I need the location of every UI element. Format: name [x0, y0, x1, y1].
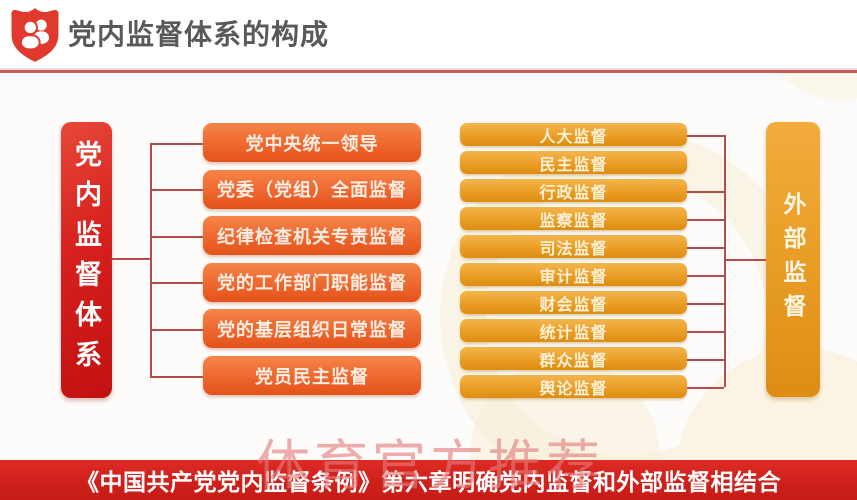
external-supervision-box-label: 财会监督 [539, 296, 608, 314]
external-supervision-box: 监察监督 [460, 207, 687, 230]
internal-supervision-box-label: 党员民主监督 [255, 366, 369, 387]
external-supervision-box: 财会监督 [460, 291, 687, 314]
internal-supervision-box-label: 党的工作部门职能监督 [217, 273, 407, 294]
connector-line [150, 328, 203, 331]
external-supervision-box: 人大监督 [460, 123, 687, 146]
external-supervision-box-label: 行政监督 [539, 184, 608, 202]
internal-supervision-pillar: 党内监督体系 [61, 122, 112, 398]
connector-line [687, 190, 724, 193]
external-supervision-box-label: 民主监督 [539, 156, 608, 174]
connector-line [724, 259, 766, 261]
connector-line [687, 134, 724, 137]
shield-people-icon [11, 7, 59, 62]
external-supervision-box-label: 舆论监督 [539, 380, 608, 398]
connector-line [687, 302, 724, 305]
external-supervision-box: 民主监督 [460, 151, 687, 174]
internal-supervision-box-label: 纪律检查机关专责监督 [217, 226, 407, 247]
external-supervision-box: 行政监督 [460, 179, 687, 202]
external-supervision-pillar: 外部监督 [766, 122, 820, 397]
connector-line [150, 142, 203, 145]
external-supervision-box-label: 监察监督 [539, 212, 608, 230]
connector-line [687, 274, 724, 277]
connector-line [150, 282, 203, 285]
footer-banner-text: 《中国共产党党内监督条例》第六章明确党内监督和外部监督相结合 [76, 469, 781, 495]
connector-line [150, 375, 203, 378]
internal-supervision-box: 党的工作部门职能监督 [203, 262, 421, 302]
header-divider [0, 70, 857, 73]
page-title: 党内监督体系的构成 [68, 19, 330, 50]
connector-line [150, 142, 152, 376]
internal-supervision-box-label: 党委（党组）全面监督 [217, 180, 407, 201]
connector-line [111, 258, 150, 260]
connector-line [150, 189, 203, 192]
internal-supervision-pillar-label: 党内监督体系 [71, 140, 101, 380]
connector-line [687, 246, 724, 249]
connector-line [687, 218, 724, 221]
external-supervision-box: 司法监督 [460, 235, 687, 258]
footer-banner: 《中国共产党党内监督条例》第六章明确党内监督和外部监督相结合 [0, 460, 857, 500]
internal-supervision-box: 党的基层组织日常监督 [203, 309, 421, 349]
connector-line [687, 386, 724, 389]
internal-supervision-box: 党中央统一领导 [203, 123, 421, 162]
external-supervision-box: 舆论监督 [460, 375, 687, 398]
external-supervision-box-label: 司法监督 [539, 240, 608, 258]
internal-supervision-box: 党员民主监督 [203, 356, 421, 395]
connector-line [687, 358, 724, 361]
internal-supervision-box: 纪律检查机关专责监督 [203, 216, 421, 256]
header: 党内监督体系的构成 [0, 0, 857, 70]
external-supervision-box: 审计监督 [460, 263, 687, 286]
internal-supervision-box-label: 党的基层组织日常监督 [217, 319, 407, 340]
external-supervision-box-label: 群众监督 [539, 352, 608, 370]
connector-line [687, 330, 724, 333]
external-supervision-box-label: 审计监督 [539, 268, 608, 286]
connector-line [150, 235, 203, 238]
internal-supervision-box: 党委（党组）全面监督 [203, 169, 421, 209]
external-supervision-box-label: 统计监督 [539, 324, 608, 342]
external-supervision-box: 统计监督 [460, 319, 687, 342]
external-supervision-box: 群众监督 [460, 347, 687, 370]
internal-supervision-box-label: 党中央统一领导 [245, 133, 379, 154]
external-supervision-pillar-label: 外部监督 [780, 191, 806, 328]
external-supervision-box-label: 人大监督 [539, 128, 608, 146]
